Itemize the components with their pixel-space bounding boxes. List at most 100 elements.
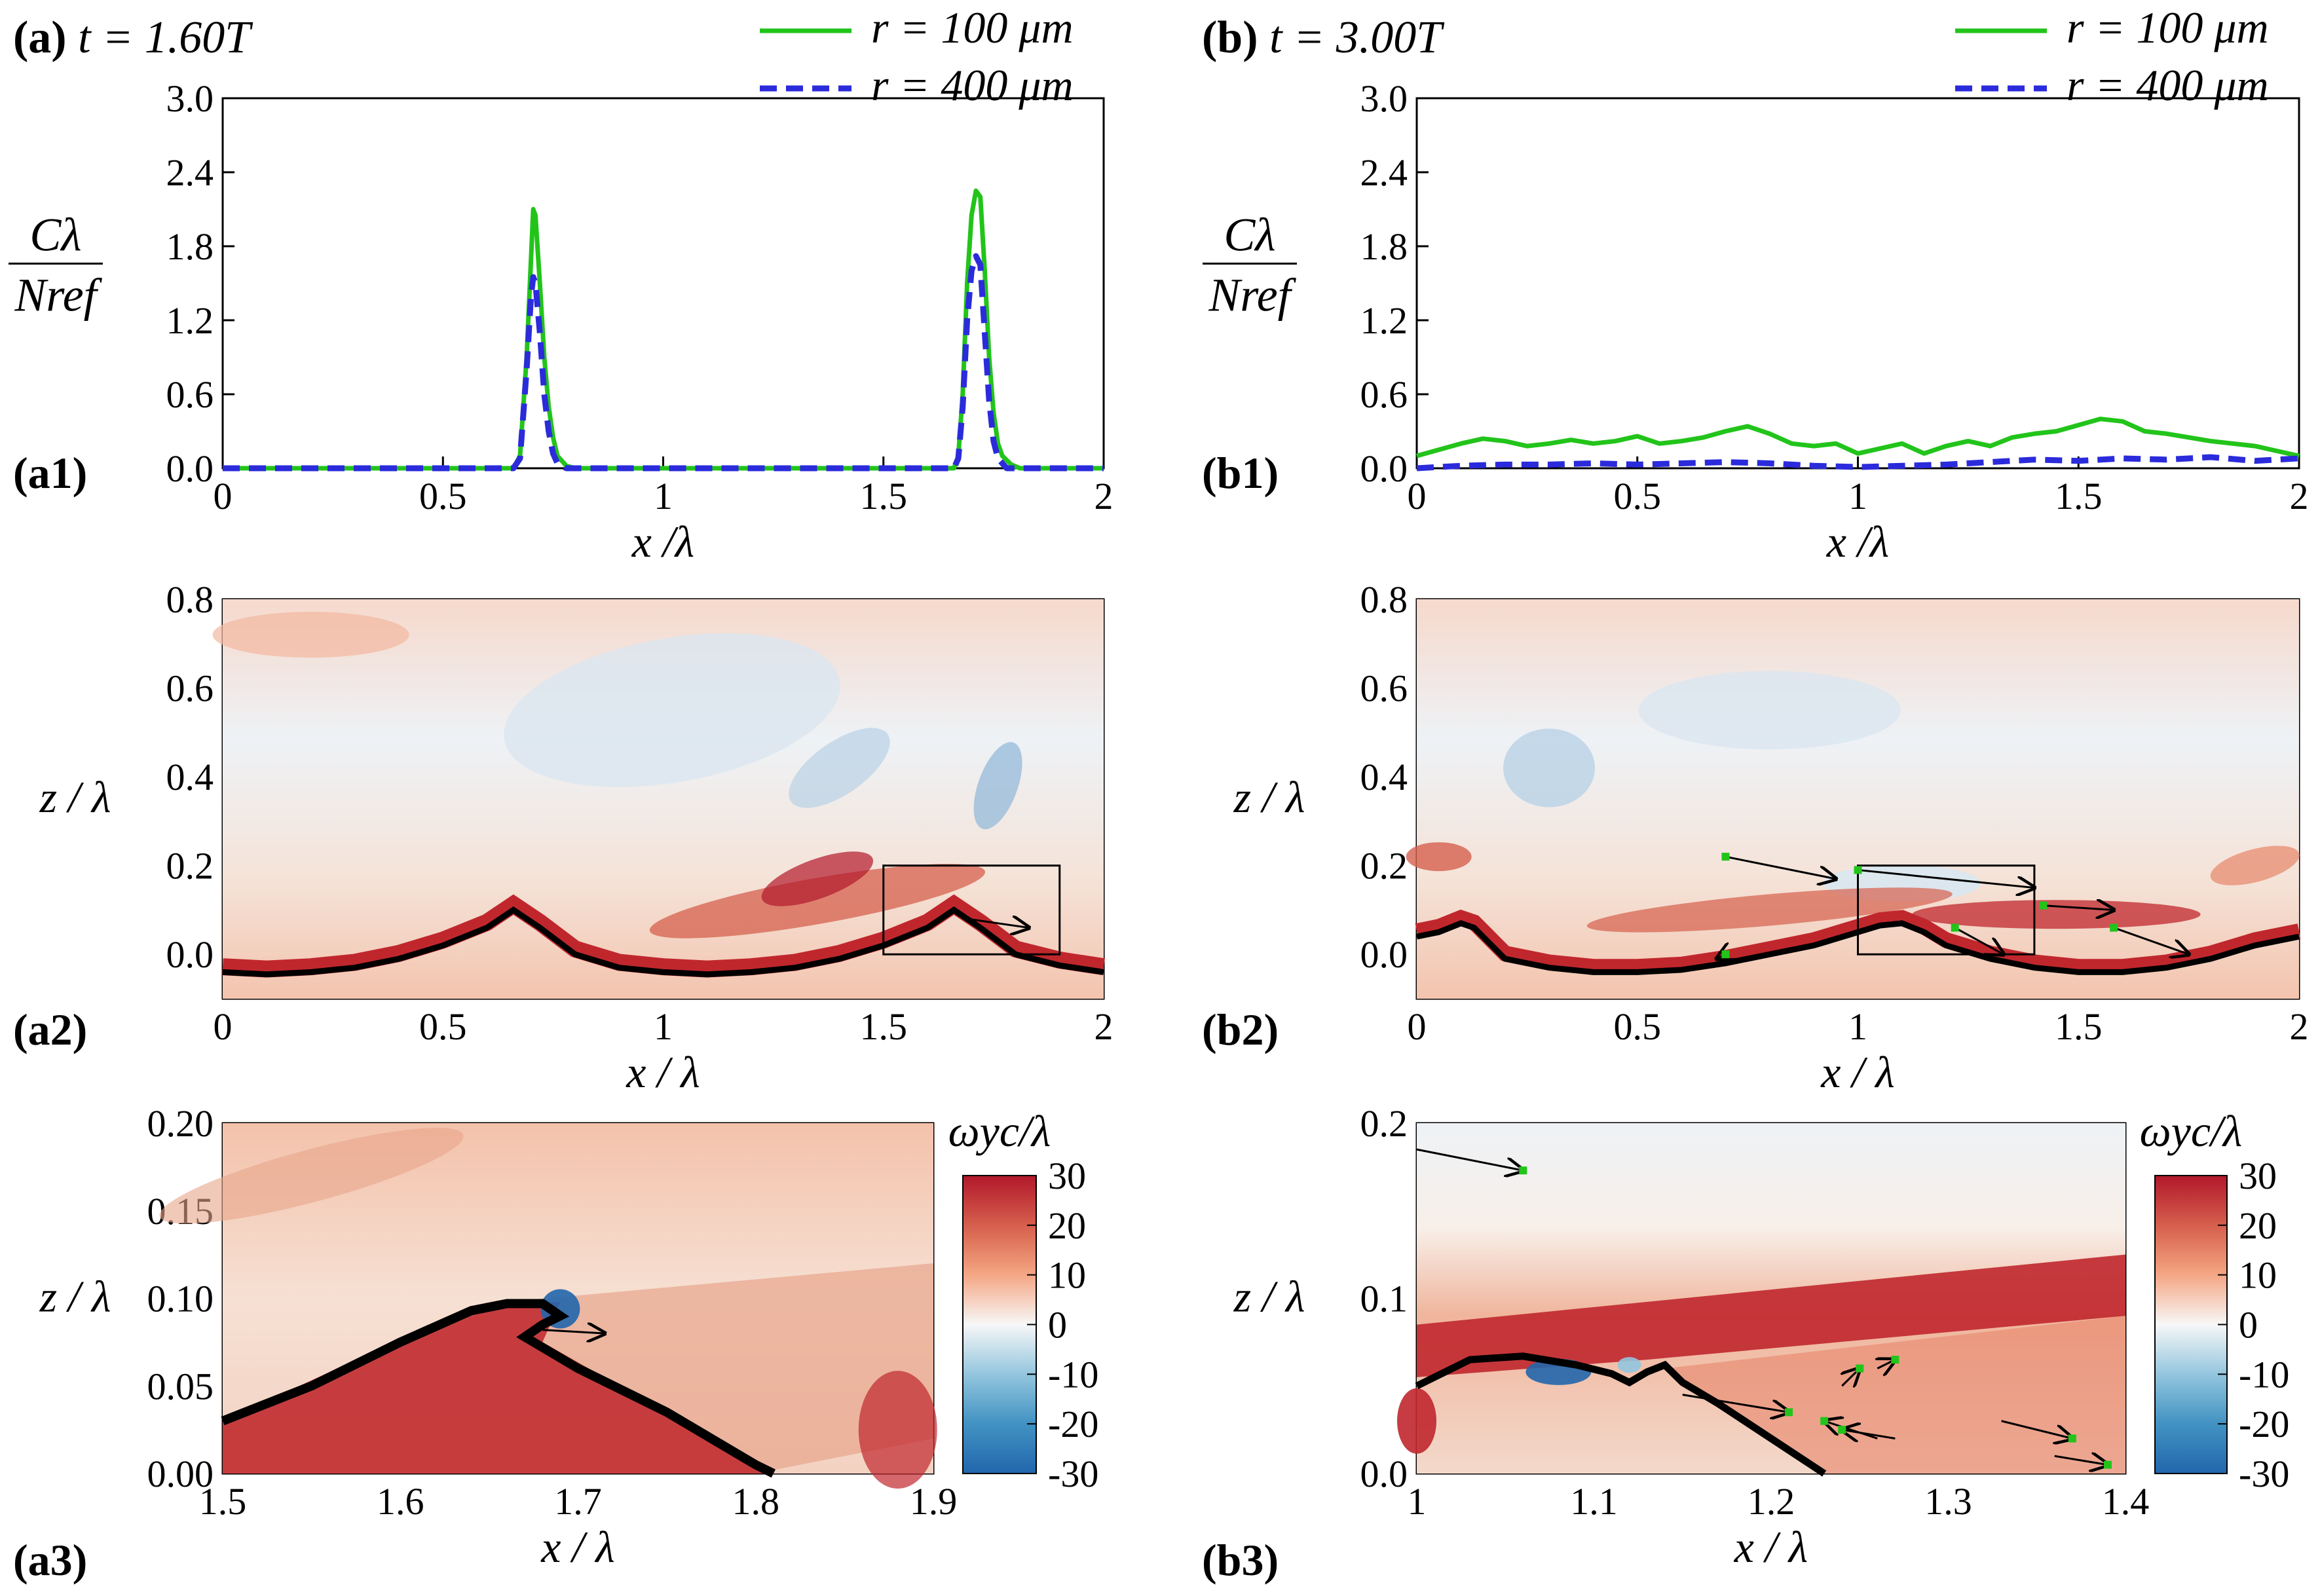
vorticity-patch — [1503, 729, 1595, 807]
y-tick-label: 0.6 — [166, 667, 214, 710]
colorbar-tick-label: 10 — [1048, 1254, 1086, 1297]
y-tick-label: 3.0 — [1360, 77, 1408, 120]
y-tick-label: 0.10 — [147, 1278, 214, 1320]
y-axis-label: z / λ — [1233, 1272, 1305, 1322]
field — [1406, 599, 2304, 999]
x-tick-label: 1 — [1408, 1480, 1427, 1523]
water-surface — [223, 1304, 774, 1474]
x-tick-label: 0 — [1408, 1005, 1427, 1048]
zoom-box — [882, 864, 1061, 956]
series-line-r400 — [223, 253, 1104, 472]
panel-label: (a3) — [13, 1535, 87, 1585]
colorbar-tick-label: 0 — [1048, 1304, 1067, 1346]
axes-b2: 0 0.5 1 1.5 2 0.0 0.2 0.4 0.6 0.8 x / λ z / λ (b2) — [1202, 578, 2309, 1097]
boundary-layer — [1417, 918, 2299, 967]
y-tick-label: 0.0 — [166, 933, 214, 976]
x-tick-label: 1.4 — [2102, 1480, 2150, 1523]
vorticity-patch — [964, 736, 1032, 836]
y-tick-label: 0.2 — [1360, 1102, 1408, 1145]
axes-b3: 1 1.1 1.2 1.3 1.4 0.0 0.1 0.2 x / λ z / λ (b3) — [1202, 1102, 2149, 1585]
vorticity-patch — [776, 713, 903, 823]
axes-a1: 0 0.5 1 1.5 2 0.0 0.6 1.2 1.8 2.4 3.0 x /λ Cλ Nref (a1… — [9, 3, 1113, 566]
x-tick-label: 1.9 — [910, 1480, 958, 1523]
y-axis-label: z / λ — [1233, 772, 1305, 822]
water-surface — [223, 910, 1104, 974]
particle-velocity-arrow — [2001, 1420, 2072, 1439]
vorticity-patch — [1397, 1388, 1436, 1454]
x-tick-label: 1.2 — [1748, 1480, 1795, 1523]
x-tick-label: 0 — [214, 475, 233, 517]
vorticity-patch — [1586, 878, 1954, 942]
x-tick-label: 1 — [654, 1005, 673, 1048]
particle-marker — [1951, 923, 1959, 932]
y-tick-label: 0.00 — [147, 1453, 214, 1495]
panel-time: t = 1.60T — [78, 12, 253, 63]
x-tick-label: 1 — [1848, 475, 1867, 517]
y-axis-label-numerator: Cλ — [29, 209, 81, 261]
particle-velocity-arrow — [2054, 1456, 2108, 1464]
x-tick-label: 1.6 — [377, 1480, 424, 1523]
x-tick-label: 0.5 — [1614, 475, 1662, 517]
y-axis-label-denominator: Nref — [14, 269, 102, 322]
y-tick-label: 0.2 — [166, 845, 214, 887]
x-tick-label: 1.7 — [554, 1480, 602, 1523]
colorbar-label: ωyc/λ — [2140, 1106, 2243, 1156]
vorticity-wedge — [1665, 1316, 2125, 1474]
panel-letter: (b) — [1202, 12, 1269, 63]
y-axis-label: z / λ — [39, 772, 111, 822]
legend-label: r = 100 μm — [871, 3, 1074, 52]
x-axis-label: x / λ — [540, 1522, 615, 1572]
particle-velocity-arrow — [967, 919, 1029, 928]
colorbar-b3: ωyc/λ30 20 10 0 -10 -20 -30 — [2140, 1106, 2290, 1495]
x-tick-label: 2 — [2290, 1005, 2309, 1048]
vorticity-patch — [1639, 671, 1901, 749]
plot-frame — [1415, 97, 2300, 470]
y-tick-label: 0.0 — [166, 447, 214, 490]
legend-label: r = 100 μm — [2067, 3, 2269, 52]
x-axis-label: x / λ — [1734, 1522, 1808, 1572]
shear-layer — [223, 1302, 774, 1474]
field — [153, 1109, 937, 1489]
particle-velocity-arrow — [1725, 855, 1835, 879]
vorticity-patch — [2207, 838, 2304, 893]
y-tick-label: 0.2 — [1360, 845, 1408, 887]
colorbar-tick-label: -20 — [1048, 1403, 1098, 1445]
x-tick-label: 1.5 — [2055, 1005, 2103, 1048]
panel-label: (b2) — [1202, 1005, 1279, 1054]
y-tick-label: 0.1 — [1360, 1278, 1408, 1320]
x-tick-label: 2 — [1095, 1005, 1113, 1048]
vorticity-patch — [1913, 900, 2201, 929]
y-tick-label: 1.2 — [166, 299, 214, 342]
y-tick-label: 0.8 — [1360, 578, 1408, 621]
panel-time: t = 3.00T — [1269, 12, 1445, 63]
y-tick-label: 0.8 — [166, 578, 214, 621]
colorbar-tick-label: -30 — [1048, 1453, 1098, 1495]
particle-marker — [2103, 1460, 2112, 1469]
panel-header: (a) t = 1.60T — [13, 12, 253, 63]
colorbar-tick-label: 0 — [2239, 1304, 2258, 1346]
colorbar-tick-label: 30 — [1048, 1155, 1086, 1197]
legend-label: r = 400 μm — [871, 60, 1074, 110]
axes-a2: 0 0.5 1 1.5 2 0.0 0.2 0.4 0.6 0.8 x / λ z / λ (a2) — [13, 578, 1113, 1097]
panel-label: (b3) — [1202, 1535, 1279, 1585]
y-tick-label: 0.0 — [1360, 1453, 1408, 1495]
vorticity-patch — [1618, 1357, 1641, 1373]
particle-velocity-arrow — [1858, 868, 2034, 887]
y-tick-label: 2.4 — [1360, 151, 1408, 194]
y-tick-label: 0.6 — [166, 373, 214, 416]
panel-header: (b) t = 3.00T — [1202, 12, 1445, 63]
x-axis-label: x /λ — [1826, 517, 1890, 566]
y-tick-label: 0.05 — [147, 1365, 214, 1407]
y-tick-label: 1.8 — [166, 225, 214, 268]
shear-layer — [1417, 1255, 2125, 1377]
x-axis-label: x / λ — [626, 1047, 700, 1097]
x-tick-label: 0.5 — [1614, 1005, 1662, 1048]
plot-frame — [221, 97, 1105, 470]
x-tick-label: 0 — [1408, 475, 1427, 517]
vorticity-patch — [213, 612, 409, 658]
y-tick-label: 1.8 — [1360, 225, 1408, 268]
x-tick-label: 2 — [1095, 475, 1113, 517]
colorbar-tick-label: -10 — [2239, 1353, 2289, 1396]
y-tick-label: 1.2 — [1360, 299, 1408, 342]
